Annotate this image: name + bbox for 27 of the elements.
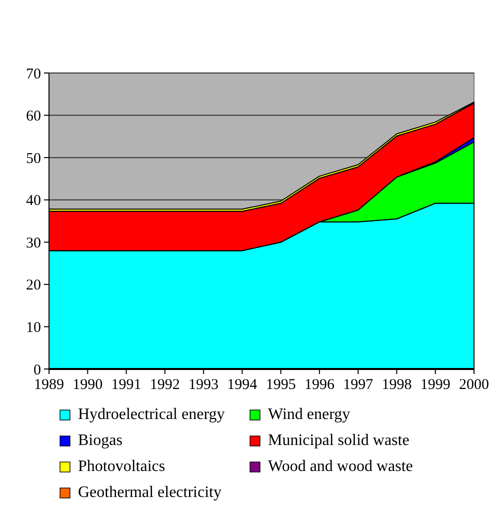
legend-label: Municipal solid waste	[268, 432, 410, 449]
legend-label: Wood and wood waste	[268, 458, 413, 475]
x-tick-label: 1991	[111, 377, 142, 393]
y-tick-label: 40	[26, 193, 41, 210]
y-tick-label: 70	[26, 66, 41, 82]
legend-label: Geothermal electricity	[78, 484, 222, 501]
y-tick-label: 20	[26, 278, 41, 294]
y-tick-label: 0	[34, 362, 41, 378]
x-tick-label: 1989	[34, 377, 64, 393]
x-tick-label: 1995	[266, 377, 296, 393]
x-tick-label: 1993	[188, 377, 219, 393]
y-tick-label: 50	[26, 150, 41, 167]
legend-label: Wind energy	[268, 406, 350, 423]
x-tick-label: 1990	[72, 377, 103, 393]
legend-label: Biogas	[78, 432, 122, 449]
x-tick-label: 1994	[227, 377, 258, 393]
legend-label: Photovoltaics	[78, 458, 166, 475]
x-tick-label: 1996	[304, 377, 335, 393]
y-tick-label: 30	[26, 235, 41, 252]
legend-label: Hydroelectrical energy	[78, 406, 225, 423]
x-tick-label: 2000	[459, 377, 489, 393]
y-tick-label: 60	[26, 108, 41, 125]
x-tick-label: 1998	[382, 377, 412, 393]
x-tick-label: 1997	[343, 377, 374, 393]
x-tick-label: 1992	[150, 377, 180, 393]
x-tick-label: 1999	[420, 377, 450, 393]
y-tick-label: 10	[26, 320, 41, 336]
